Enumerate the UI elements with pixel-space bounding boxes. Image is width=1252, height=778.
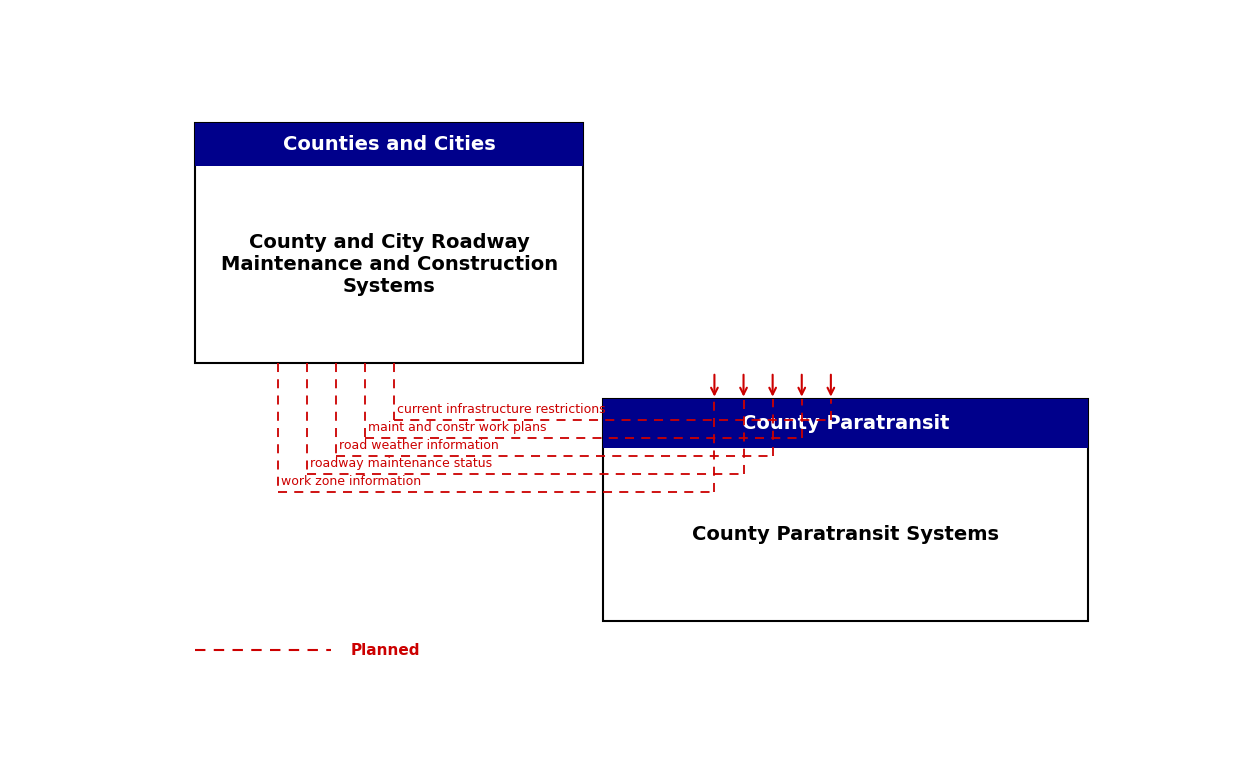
Text: Counties and Cities: Counties and Cities <box>283 135 496 154</box>
FancyBboxPatch shape <box>602 399 1088 621</box>
Text: County Paratransit: County Paratransit <box>741 414 949 433</box>
Text: current infrastructure restrictions: current infrastructure restrictions <box>397 403 606 416</box>
Text: County Paratransit Systems: County Paratransit Systems <box>692 524 999 544</box>
Text: work zone information: work zone information <box>280 475 421 488</box>
FancyBboxPatch shape <box>195 124 583 363</box>
Text: Planned: Planned <box>351 643 421 658</box>
Text: County and City Roadway
Maintenance and Construction
Systems: County and City Roadway Maintenance and … <box>220 233 558 296</box>
Text: maint and constr work plans: maint and constr work plans <box>368 421 547 434</box>
Text: roadway maintenance status: roadway maintenance status <box>309 457 492 470</box>
FancyBboxPatch shape <box>602 399 1088 447</box>
FancyBboxPatch shape <box>195 124 583 166</box>
Text: road weather information: road weather information <box>339 440 498 452</box>
